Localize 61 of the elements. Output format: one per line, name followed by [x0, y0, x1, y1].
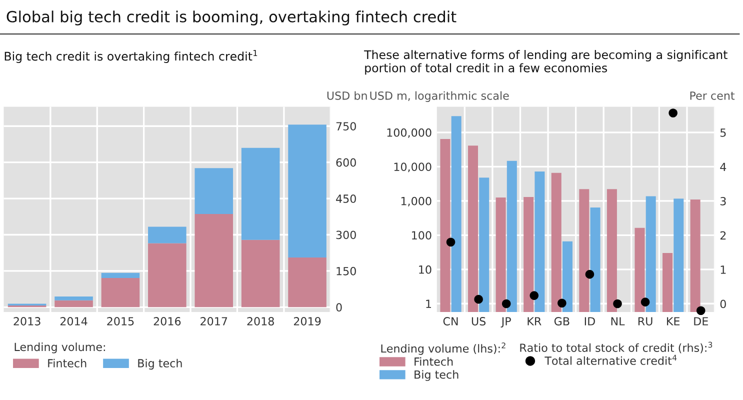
- y2-tick-label: 5: [720, 128, 726, 137]
- y2-tick-label: 1: [720, 266, 726, 274]
- bar: [194, 168, 234, 214]
- x-tick-label: NL: [611, 317, 625, 326]
- x-tick-label: CN: [443, 317, 458, 326]
- y-tick-label: 150: [336, 266, 356, 276]
- bar: [54, 296, 93, 300]
- legend-label: Fintech: [414, 357, 453, 366]
- x-tick-label: GB: [554, 317, 570, 326]
- y-axis-title: USD m, logarithmic scale: [370, 91, 509, 102]
- bar: [194, 214, 234, 308]
- x-tick-label: 2015: [107, 317, 134, 326]
- bar: [101, 278, 140, 308]
- y2-tick-label: 4: [720, 162, 726, 171]
- x-tick-label: 2016: [154, 317, 181, 326]
- y-tick-label: 600: [336, 158, 356, 167]
- bar: [241, 148, 280, 240]
- y-tick-label: 450: [336, 194, 356, 203]
- x-tick-label: JP: [500, 317, 511, 328]
- x-tick-label: RU: [638, 317, 652, 326]
- y-tick-label: 10,000: [394, 162, 432, 172]
- y-tick-label: 1: [426, 300, 431, 308]
- legend-title: Lending volume:: [14, 342, 105, 354]
- y2-tick-label: 2: [720, 231, 726, 240]
- y2-axis-title: Per cent: [690, 92, 735, 100]
- y2-tick-label: 0: [720, 300, 726, 308]
- bar: [148, 243, 186, 308]
- x-tick-label: 2017: [200, 317, 228, 326]
- bar: [288, 124, 326, 258]
- bar: [241, 240, 280, 308]
- x-tick-label: 2013: [14, 317, 40, 326]
- x-tick-label: US: [472, 317, 486, 326]
- x-tick-label: DE: [694, 317, 708, 326]
- legend-label: Big tech: [138, 358, 182, 370]
- y-tick-label: 1,000: [401, 196, 432, 206]
- bar: [101, 272, 140, 278]
- y-tick-label: 100: [412, 231, 432, 240]
- chart-title: Global big tech credit is booming, overtaking fintech credit: [6, 10, 456, 26]
- x-tick-label: 2018: [247, 317, 274, 326]
- y-axis-title: USD bn: [327, 91, 367, 100]
- bar: [54, 300, 93, 308]
- y-tick-label: 0: [336, 303, 342, 312]
- legend-label: Big tech: [414, 370, 458, 381]
- x-tick-label: 2019: [294, 317, 321, 326]
- legend-title: Lending volume (lhs):$^{2}$: [381, 342, 506, 355]
- x-tick-label: 2014: [60, 317, 88, 326]
- bar: [288, 257, 326, 308]
- x-tick-label: KE: [667, 317, 680, 326]
- bar: [148, 226, 186, 244]
- chart-subtitle: These alternative forms of lending are becoming a significant portion of total credit in a few economies: [364, 50, 728, 75]
- y-tick-label: 10: [419, 265, 432, 274]
- y-tick-label: 750: [336, 122, 356, 130]
- y2-tick-label: 3: [720, 196, 726, 206]
- chart-subtitle: Big tech credit is overtaking fintech credit$^{1}$: [4, 50, 258, 63]
- legend-label: Fintech: [48, 358, 86, 368]
- text: Ratio to total stock of credit (rhs):$^{3}$: [520, 342, 712, 354]
- x-tick-label: ID: [584, 317, 595, 326]
- legend-label: Total alternative credit$^{4}$: [544, 354, 677, 365]
- x-tick-label: KR: [528, 317, 542, 326]
- y-tick-label: 300: [336, 230, 356, 240]
- y-tick-label: 100,000: [387, 128, 432, 138]
